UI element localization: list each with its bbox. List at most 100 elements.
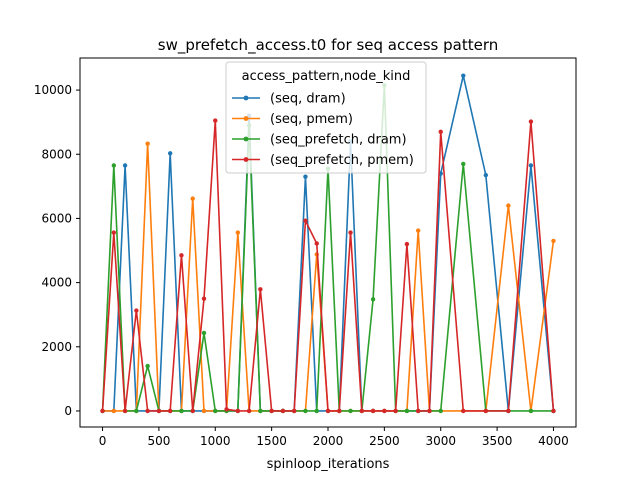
legend-marker: [243, 157, 249, 162]
legend-entry: (seq_prefetch, dram): [232, 133, 407, 148]
legend-label: (seq, dram): [270, 92, 346, 107]
plot-area: 0 500 1000 1500 2000 2500 3000 3500 4000 0 2000 400…: [34, 57, 577, 448]
data-point: [461, 408, 466, 414]
data-point: [551, 238, 556, 244]
data-point: [528, 163, 534, 168]
data-point: [111, 163, 117, 168]
data-point: [303, 218, 308, 223]
data-point: [213, 408, 218, 414]
data-point: [314, 408, 319, 414]
x-tick-label: 3000: [425, 434, 456, 448]
data-point: [145, 141, 150, 146]
y-tick-label: 2000: [41, 340, 72, 354]
legend-entry: (seq_prefetch, pmem): [232, 153, 414, 168]
x-tick-label: 2000: [313, 434, 344, 448]
legend-box: [225, 61, 427, 174]
data-point: [427, 408, 432, 414]
data-point: [201, 330, 207, 336]
x-tick-label: 500: [147, 434, 170, 448]
legend-marker: [243, 95, 249, 101]
x-axis-label: spinloop_iterations: [267, 457, 390, 472]
data-point: [359, 408, 365, 414]
x-tick-label: 1000: [200, 434, 231, 448]
data-point: [213, 118, 218, 123]
data-point: [438, 129, 443, 134]
legend-marker: [243, 136, 249, 142]
legend-label: (seq, pmem): [270, 112, 353, 127]
data-point: [506, 203, 511, 208]
data-point: [325, 408, 331, 414]
data-point: [179, 408, 184, 414]
data-point: [269, 408, 274, 414]
x-tick-label: 1500: [256, 434, 287, 448]
x-tick-label: 3500: [482, 434, 513, 448]
x-tick-label: 0: [99, 434, 107, 448]
y-tick-label: 8000: [41, 147, 72, 161]
data-point: [246, 408, 252, 414]
x-tick-label: 4000: [538, 434, 569, 448]
legend: access_pattern,node_kind (seq, dram) (seq…: [225, 61, 427, 174]
data-point: [438, 408, 443, 414]
data-point: [303, 408, 308, 414]
data-point: [156, 408, 162, 414]
data-point: [483, 408, 489, 414]
data-point: [291, 408, 297, 414]
data-point: [393, 408, 398, 414]
data-point: [303, 174, 308, 179]
legend-entry: (seq, pmem): [232, 112, 353, 127]
data-point: [415, 228, 421, 233]
data-point: [111, 230, 117, 235]
data-point: [122, 408, 128, 414]
data-point: [348, 408, 353, 414]
data-point: [258, 287, 263, 292]
data-point: [404, 408, 410, 414]
data-point: [235, 230, 241, 235]
data-point: [314, 241, 319, 246]
data-point: [201, 296, 207, 301]
data-point: [145, 363, 150, 369]
series-3: [100, 118, 556, 414]
chart-title: sw_prefetch_access.t0 for seq access pat…: [158, 36, 498, 55]
data-point: [224, 407, 229, 412]
data-point: [348, 230, 353, 235]
data-point: [201, 408, 207, 414]
data-point: [382, 408, 387, 414]
data-point: [461, 161, 466, 167]
data-point: [179, 253, 184, 258]
data-point: [100, 408, 105, 414]
data-point: [370, 408, 376, 414]
legend-label: (seq_prefetch, pmem): [270, 153, 414, 168]
data-point: [258, 408, 263, 414]
y-tick-label: 4000: [41, 276, 72, 290]
data-point: [280, 408, 286, 414]
legend-title: access_pattern,node_kind: [242, 69, 411, 84]
legend-entry: (seq, dram): [232, 92, 346, 107]
y-tick-label: 0: [64, 404, 72, 418]
data-point: [337, 408, 342, 414]
data-point: [190, 196, 195, 201]
legend-label: (seq_prefetch, dram): [270, 133, 407, 148]
data-point: [483, 172, 489, 178]
data-point: [167, 151, 173, 156]
y-tick-label: 10000: [34, 83, 72, 97]
data-point: [528, 119, 534, 124]
data-point: [145, 408, 150, 414]
y-tick-label: 6000: [41, 211, 72, 225]
data-point: [461, 73, 466, 78]
data-point: [122, 163, 128, 168]
data-point: [167, 408, 173, 414]
data-point: [506, 408, 511, 414]
legend-marker: [243, 116, 249, 121]
x-tick-label: 2500: [369, 434, 400, 448]
data-point: [528, 408, 534, 414]
data-point: [134, 308, 139, 313]
data-point: [370, 297, 376, 302]
data-point: [190, 408, 195, 414]
data-point: [134, 408, 139, 414]
data-point: [111, 408, 117, 414]
data-point: [415, 408, 421, 414]
data-point: [404, 241, 410, 247]
data-point: [235, 408, 241, 414]
